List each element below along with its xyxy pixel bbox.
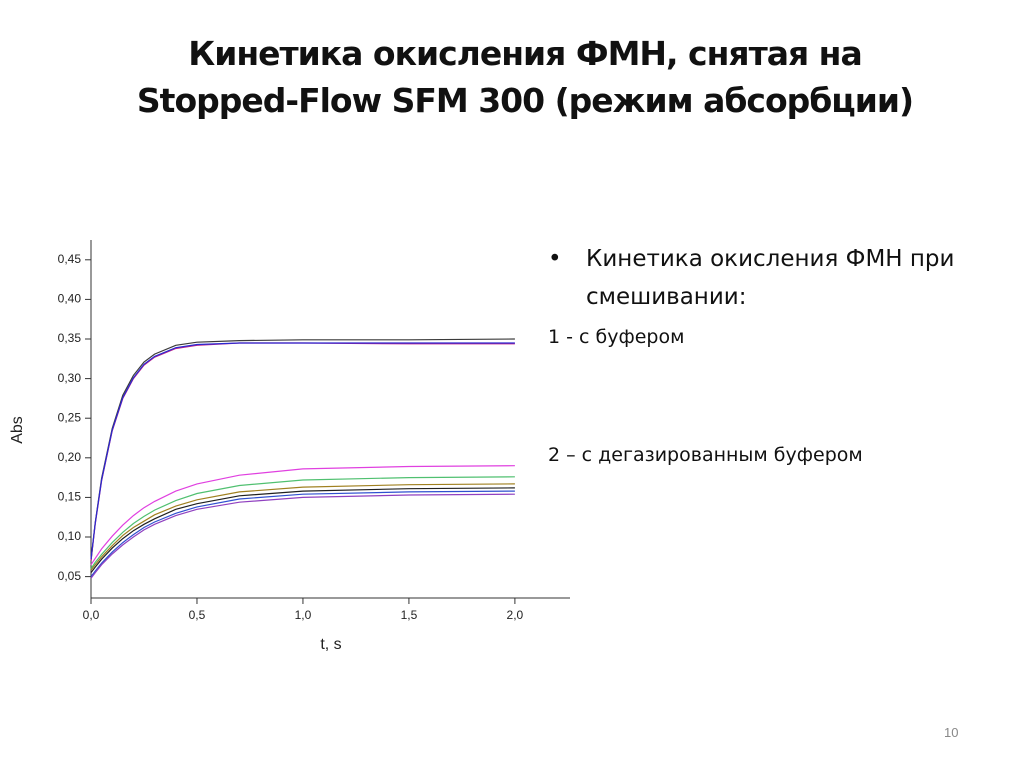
y-tick-label: 0,20 [58, 450, 82, 464]
legend-note: 1 - с буфером [548, 326, 685, 348]
data-line [90, 342, 515, 561]
data-line [90, 338, 515, 561]
bullet: Кинетика окисления ФМН при смешивании: [548, 240, 988, 316]
data-line [90, 342, 515, 560]
y-tick-label: 0,25 [58, 410, 82, 424]
x-tick-label: 1,0 [295, 608, 312, 622]
y-tick-label: 0,30 [58, 371, 82, 385]
slide-body: Кинетика окисления ФМН при смешивании: 1… [548, 240, 988, 466]
data-line [90, 476, 515, 570]
x-tick-label: 0,0 [83, 608, 100, 622]
x-tick-label: 2,0 [507, 608, 524, 622]
x-tick-label: 0,5 [189, 608, 206, 622]
title-line: Кинетика окисления ФМН, снятая на [188, 34, 863, 73]
page-number: 10 [944, 725, 959, 740]
data-line [90, 490, 515, 577]
x-tick-label: 1,5 [401, 608, 418, 622]
data-line [90, 487, 515, 574]
y-tick-label: 0,45 [58, 252, 82, 266]
data-line [90, 483, 515, 571]
y-axis-label: Abs [9, 416, 26, 444]
data-line [90, 493, 515, 579]
y-tick-label: 0,40 [58, 292, 82, 306]
y-tick-label: 0,05 [58, 569, 82, 583]
title-line: Stopped-Flow SFM 300 (режим абсорбции) [136, 81, 914, 120]
y-tick-label: 0,15 [58, 490, 82, 504]
x-axis-label: t, s [320, 636, 341, 653]
data-line [90, 465, 515, 566]
y-tick-label: 0,10 [58, 529, 82, 543]
slide-title: Кинетика окисления ФМН, снятая на Stoppe… [100, 30, 950, 124]
y-tick-label: 0,35 [58, 331, 82, 345]
legend-note: 2 – с дегазированным буфером [548, 444, 863, 466]
